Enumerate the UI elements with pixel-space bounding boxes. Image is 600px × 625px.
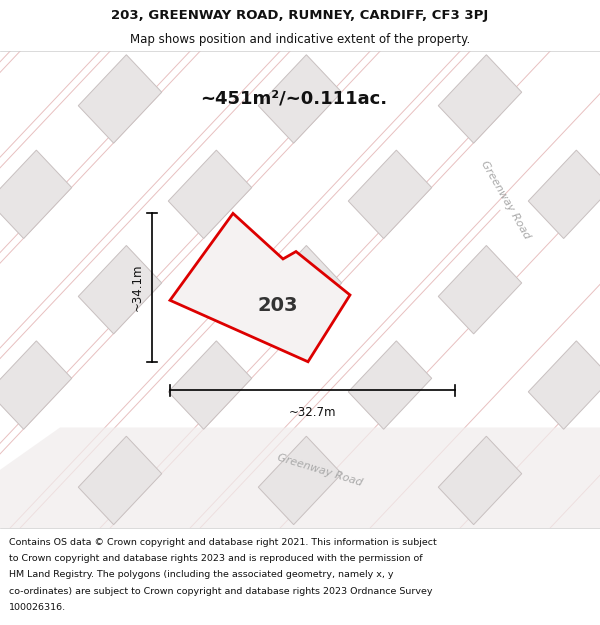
Polygon shape (258, 246, 342, 334)
Polygon shape (348, 0, 432, 48)
Text: ~34.1m: ~34.1m (131, 264, 144, 311)
Text: 100026316.: 100026316. (9, 603, 66, 612)
Polygon shape (438, 55, 522, 143)
Polygon shape (528, 0, 600, 48)
Polygon shape (168, 341, 252, 429)
Polygon shape (168, 532, 252, 620)
Text: Map shows position and indicative extent of the property.: Map shows position and indicative extent… (130, 34, 470, 46)
Text: HM Land Registry. The polygons (including the associated geometry, namely x, y: HM Land Registry. The polygons (includin… (9, 571, 394, 579)
Polygon shape (348, 150, 432, 239)
Polygon shape (438, 246, 522, 334)
Text: Contains OS data © Crown copyright and database right 2021. This information is : Contains OS data © Crown copyright and d… (9, 538, 437, 547)
Text: Greenway Road: Greenway Road (276, 452, 364, 488)
Polygon shape (438, 436, 522, 524)
Polygon shape (258, 436, 342, 524)
Polygon shape (0, 0, 72, 48)
Polygon shape (0, 532, 72, 620)
Polygon shape (170, 213, 350, 362)
Polygon shape (528, 150, 600, 239)
Text: 203, GREENWAY ROAD, RUMNEY, CARDIFF, CF3 3PJ: 203, GREENWAY ROAD, RUMNEY, CARDIFF, CF3… (112, 9, 488, 22)
Polygon shape (78, 436, 162, 524)
Text: ~32.7m: ~32.7m (289, 406, 336, 419)
Text: ~451m²/~0.111ac.: ~451m²/~0.111ac. (200, 90, 387, 108)
Polygon shape (168, 0, 252, 48)
Polygon shape (0, 150, 72, 239)
Polygon shape (168, 150, 252, 239)
Text: 203: 203 (258, 296, 298, 315)
Text: Greenway Road: Greenway Road (479, 159, 532, 241)
Text: to Crown copyright and database rights 2023 and is reproduced with the permissio: to Crown copyright and database rights 2… (9, 554, 422, 563)
Polygon shape (528, 532, 600, 620)
Text: co-ordinates) are subject to Crown copyright and database rights 2023 Ordnance S: co-ordinates) are subject to Crown copyr… (9, 587, 433, 596)
Polygon shape (0, 428, 600, 528)
Polygon shape (0, 341, 72, 429)
Polygon shape (528, 341, 600, 429)
Polygon shape (78, 246, 162, 334)
Polygon shape (348, 532, 432, 620)
Polygon shape (78, 55, 162, 143)
Polygon shape (258, 55, 342, 143)
Polygon shape (348, 341, 432, 429)
